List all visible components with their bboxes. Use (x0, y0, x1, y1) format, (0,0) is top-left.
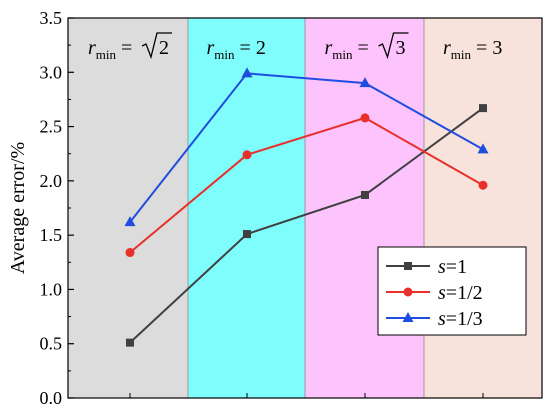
series-layer (124, 67, 489, 347)
radical-sign (141, 32, 172, 60)
region-label-text: rmin = (325, 37, 369, 62)
region-2 (188, 18, 305, 398)
series-line (129, 116, 484, 254)
y-tick-label: 0.0 (40, 388, 63, 408)
region-label-var: r (325, 37, 333, 59)
y-tick-label: 2.5 (40, 117, 63, 137)
region-labels: rmin = 2 rmin = 2 rmin = 3 rmin = 3 (88, 32, 502, 62)
data-point (479, 104, 487, 113)
data-point (478, 180, 488, 190)
region-label-value: 2 (256, 37, 266, 59)
legend-label: s=1 (438, 256, 467, 278)
legend-item: s=1/2 (386, 282, 483, 304)
region-label-var: r (88, 37, 96, 59)
legend-label-value: =1/3 (446, 308, 483, 330)
y-tick-label: 2.0 (40, 171, 63, 191)
data-point (360, 113, 370, 123)
y-axis: 0.0 0.5 1.0 1.5 2.0 2.5 3.0 3.5 (40, 8, 484, 408)
series-line (129, 72, 484, 223)
legend-item: s=1/3 (386, 308, 483, 330)
legend-label-value: =1 (446, 256, 467, 278)
data-point (359, 77, 371, 88)
region-label-relation: = (471, 37, 492, 59)
legend-item: s=1 (386, 256, 467, 278)
legend: s=1s=1/2s=1/3 (377, 246, 527, 336)
region-label-radicand: 3 (396, 37, 406, 59)
legend-marker (404, 262, 412, 270)
region-4 (424, 18, 542, 398)
y-tick-label: 3.0 (40, 62, 63, 82)
region-label-subscript: min (451, 47, 472, 62)
data-point (125, 248, 135, 258)
legend-label-var: s (438, 282, 446, 304)
region-label-text: rmin = 2 (207, 37, 266, 62)
series-circle (125, 113, 488, 258)
region-label-text: rmin = (88, 37, 132, 62)
data-point (124, 216, 136, 227)
data-point (242, 150, 252, 160)
region-label-var: r (207, 37, 215, 59)
y-axis-label: Average error/% (7, 142, 29, 274)
region-label-subscript: min (332, 47, 353, 62)
y-tick-label: 0.5 (40, 334, 63, 354)
legend-label-value: =1/2 (446, 282, 483, 304)
y-tick-label: 3.5 (40, 8, 63, 28)
region-label-1: rmin = 2 (88, 32, 172, 62)
data-point (477, 143, 489, 154)
data-point (243, 230, 251, 239)
region-label-4: rmin = 3 (443, 37, 502, 62)
legend-marker (402, 312, 414, 322)
region-label-relation: = (116, 37, 132, 59)
region-label-relation: = (353, 37, 369, 59)
region-label-subscript: min (96, 47, 117, 62)
region-label-radicand: 2 (159, 37, 169, 59)
region-label-text: rmin = 3 (443, 37, 502, 62)
legend-label-var: s (438, 256, 446, 278)
legend-label: s=1/2 (438, 282, 483, 304)
data-point (126, 338, 134, 347)
legend-marker (403, 287, 413, 297)
background-regions (68, 18, 542, 398)
region-label-3: rmin = 3 (325, 32, 409, 62)
region-label-value: 3 (492, 37, 502, 59)
data-point (241, 67, 253, 78)
region-label-var: r (443, 37, 451, 59)
y-tick-label: 1.0 (40, 279, 63, 299)
radical-sign (378, 32, 409, 60)
legend-label-var: s (438, 308, 446, 330)
region-label-2: rmin = 2 (207, 37, 266, 62)
region-label-relation: = (235, 37, 256, 59)
region-label-subscript: min (214, 47, 235, 62)
legend-label: s=1/3 (438, 308, 483, 330)
y-tick-label: 1.5 (40, 225, 63, 245)
data-point (361, 190, 369, 199)
series-triangle (124, 67, 489, 227)
region-1 (68, 18, 188, 398)
